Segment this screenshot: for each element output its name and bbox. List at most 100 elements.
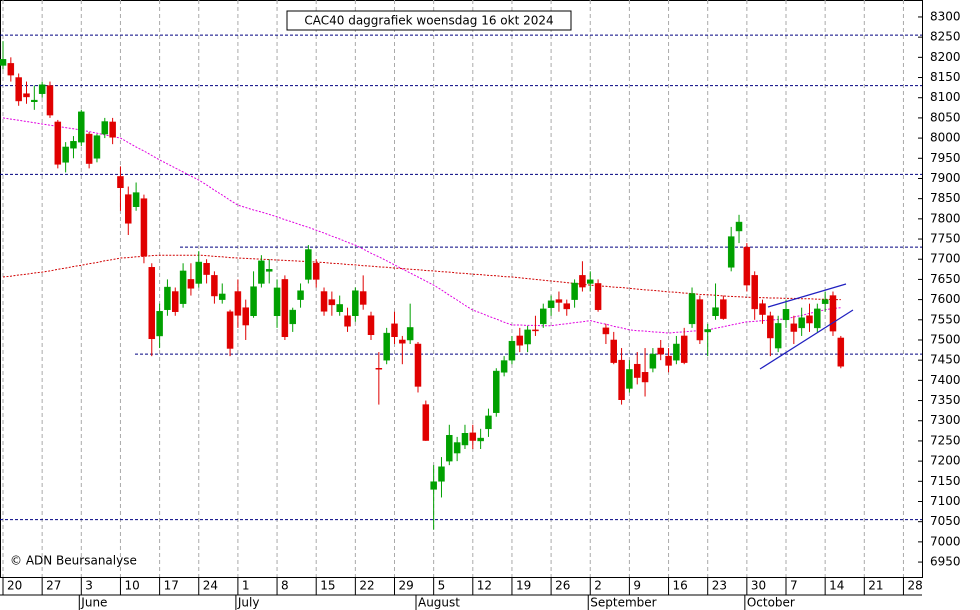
candle-body bbox=[837, 337, 845, 367]
candle-body bbox=[273, 287, 281, 317]
candle-body bbox=[85, 133, 93, 164]
candle-body bbox=[524, 329, 531, 345]
candle-body bbox=[406, 327, 414, 341]
plot-layer bbox=[0, 0, 922, 577]
candle-body bbox=[649, 353, 657, 369]
candle-body bbox=[38, 84, 46, 94]
candle-body bbox=[305, 249, 312, 280]
candle-body bbox=[187, 279, 195, 289]
y-tick-label: 8000 bbox=[930, 131, 961, 145]
x-tick-label: 21 bbox=[868, 579, 883, 593]
candle-body bbox=[469, 432, 477, 441]
candle-body bbox=[250, 286, 257, 317]
x-tick-label: 22 bbox=[359, 579, 374, 593]
candle-body bbox=[438, 466, 445, 482]
candle-body bbox=[164, 286, 171, 310]
y-tick-label: 7450 bbox=[930, 353, 961, 367]
candle-body bbox=[117, 176, 124, 189]
candle-body bbox=[140, 198, 148, 257]
candle-body bbox=[172, 291, 179, 312]
plot-frame bbox=[0, 0, 923, 578]
x-tick-label: 29 bbox=[399, 579, 414, 593]
candle-body bbox=[344, 315, 351, 327]
y-tick-label: 7600 bbox=[930, 292, 961, 306]
candle-body bbox=[579, 275, 586, 288]
candle-body bbox=[602, 327, 610, 335]
candle-body bbox=[767, 315, 774, 339]
candle-body bbox=[727, 236, 735, 268]
x-tick-label: 14 bbox=[829, 579, 844, 593]
candle-body bbox=[461, 433, 469, 446]
y-tick-label: 7650 bbox=[930, 272, 961, 286]
x-tick-label: 19 bbox=[516, 579, 531, 593]
candle-body bbox=[720, 299, 727, 319]
x-tick-label: 20 bbox=[7, 579, 22, 593]
candle-body bbox=[680, 335, 688, 363]
candle-body bbox=[109, 121, 116, 138]
candle-body bbox=[336, 304, 343, 312]
candle-body bbox=[414, 343, 422, 387]
candle-body bbox=[618, 359, 625, 400]
x-tick-label: 10 bbox=[124, 579, 139, 593]
candle-body bbox=[712, 307, 719, 317]
month-label: September bbox=[590, 596, 656, 610]
candle-body bbox=[234, 291, 242, 316]
candle-body bbox=[547, 300, 555, 308]
candle-body bbox=[62, 146, 69, 163]
candle-body bbox=[7, 63, 15, 76]
y-tick-label: 8050 bbox=[930, 110, 961, 124]
candle-body bbox=[422, 404, 430, 441]
x-tick-label: 7 bbox=[790, 579, 798, 593]
x-tick-label: 1 bbox=[242, 579, 250, 593]
y-tick-label: 7950 bbox=[930, 151, 961, 165]
x-tick-label: 28 bbox=[907, 579, 922, 593]
candle-body bbox=[312, 263, 320, 280]
y-tick-label: 8250 bbox=[930, 30, 961, 44]
x-tick-label: 24 bbox=[203, 579, 218, 593]
candle-body bbox=[563, 303, 571, 310]
candle-body bbox=[790, 323, 798, 332]
y-tick-label: 7300 bbox=[930, 413, 961, 427]
x-tick-label: 2 bbox=[594, 579, 602, 593]
candle-body bbox=[571, 282, 578, 300]
candle-body bbox=[587, 279, 594, 284]
y-tick-label: 7000 bbox=[930, 534, 961, 548]
x-tick-label: 30 bbox=[751, 579, 766, 593]
candle-body bbox=[367, 315, 375, 335]
candle-body bbox=[555, 299, 563, 303]
candle-body bbox=[446, 435, 453, 462]
y-tick-label: 8150 bbox=[930, 70, 961, 84]
x-tick-label: 12 bbox=[477, 579, 492, 593]
candle-body bbox=[54, 121, 62, 165]
candle-body bbox=[657, 347, 664, 355]
y-tick-label: 8300 bbox=[930, 9, 961, 23]
candle-body bbox=[328, 299, 336, 306]
candle-body bbox=[226, 311, 234, 349]
candle-body bbox=[540, 308, 547, 325]
candle-body bbox=[391, 323, 398, 338]
candle-body bbox=[665, 355, 672, 366]
candle-body bbox=[156, 311, 163, 337]
candle-body bbox=[453, 442, 461, 454]
candle-body bbox=[774, 323, 782, 349]
candle-body bbox=[673, 343, 680, 361]
month-label: June bbox=[80, 596, 107, 610]
candle-body bbox=[782, 309, 790, 321]
month-label: October bbox=[747, 596, 795, 610]
x-tick-label: 5 bbox=[438, 579, 446, 593]
candle-body bbox=[258, 260, 265, 284]
candle-body bbox=[359, 291, 367, 305]
month-label: July bbox=[237, 596, 260, 610]
y-tick-label: 7250 bbox=[930, 433, 961, 447]
candle-body bbox=[78, 111, 85, 143]
y-tick-label: 6950 bbox=[930, 555, 961, 569]
candle-body bbox=[242, 307, 249, 326]
candle-body bbox=[610, 339, 617, 363]
candle-body bbox=[688, 293, 696, 325]
candle-body bbox=[265, 269, 273, 272]
credit: © ADN Beursanalyse bbox=[10, 554, 137, 568]
chart-title: CAC40 daggrafiek woensdag 16 okt 2024 bbox=[304, 14, 553, 28]
x-tick-label: 27 bbox=[46, 579, 61, 593]
y-tick-label: 7550 bbox=[930, 312, 961, 326]
candle-body bbox=[500, 360, 508, 373]
